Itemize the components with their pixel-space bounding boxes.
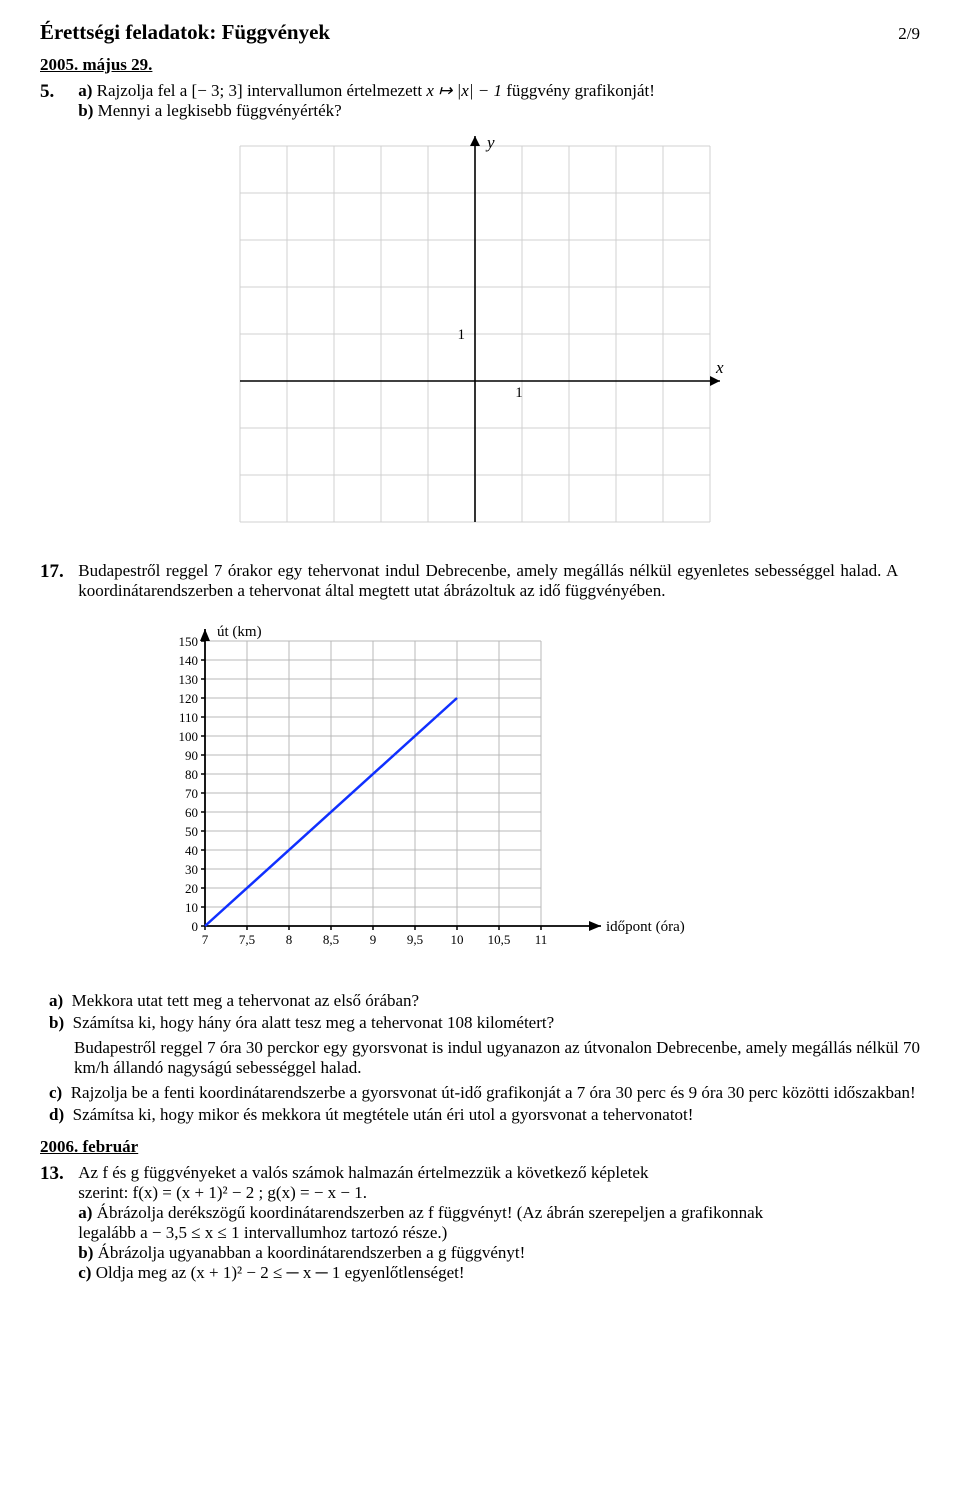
part-a-text-pre: Rajzolja fel a — [97, 81, 192, 100]
svg-text:10: 10 — [451, 932, 464, 947]
p17-b-label: b) — [49, 1013, 64, 1032]
part-b-text: Mennyi a legkisebb függvényérték? — [98, 101, 342, 120]
svg-text:7,5: 7,5 — [239, 932, 255, 947]
interval: [− 3; 3] — [192, 81, 243, 100]
svg-text:x: x — [715, 358, 724, 377]
svg-text:40: 40 — [185, 843, 198, 858]
p13-b-label: b) — [78, 1243, 93, 1262]
page-title: Érettségi feladatok: Függvények — [40, 20, 330, 45]
p13-c-text: Oldja meg az (x + 1)² − 2 ≤ ─ x ─ 1 egye… — [96, 1263, 465, 1282]
p13-b-text: Ábrázolja ugyanabban a koordinátarendsze… — [98, 1243, 526, 1262]
svg-text:9,5: 9,5 — [407, 932, 423, 947]
svg-text:130: 130 — [179, 672, 199, 687]
p17-a-label: a) — [49, 991, 63, 1010]
date-heading-1: 2005. május 29. — [40, 55, 920, 75]
svg-text:8: 8 — [286, 932, 293, 947]
problem-17-intro: Budapestről reggel 7 órakor egy tehervon… — [78, 561, 898, 601]
svg-text:120: 120 — [179, 691, 199, 706]
svg-text:110: 110 — [179, 710, 198, 725]
part-a-text-mid: intervallumon értelmezett — [243, 81, 427, 100]
mapping: x ↦ |x| − 1 — [426, 81, 502, 100]
svg-text:70: 70 — [185, 786, 198, 801]
p13-line2: szerint: f(x) = (x + 1)² − 2 ; g(x) = − … — [78, 1183, 367, 1202]
svg-text:időpont (óra): időpont (óra) — [606, 919, 685, 935]
problem-5: 5. a) Rajzolja fel a [− 3; 3] intervallu… — [40, 81, 920, 121]
date-heading-2: 2006. február — [40, 1137, 920, 1157]
p13-a-text2: legalább a − 3,5 ≤ x ≤ 1 intervallumhoz … — [78, 1223, 447, 1242]
p13-c-label: c) — [78, 1263, 91, 1282]
p13-line1: Az f és g függvényeket a valós számok ha… — [78, 1163, 648, 1182]
empty-grid-chart: 1 1 y x — [40, 131, 920, 546]
problem-number: 17. — [40, 561, 74, 583]
p13-a-text1: Ábrázolja derékszögű koordinátarendszerb… — [97, 1203, 763, 1222]
problem-17: 17. Budapestről reggel 7 órakor egy tehe… — [40, 561, 920, 601]
train-chart: 0 10 20 30 40 50 60 70 80 90 100 110 120 130 140 150 7 7,… — [150, 611, 920, 976]
svg-text:20: 20 — [185, 881, 198, 896]
svg-text:0: 0 — [192, 919, 199, 934]
svg-text:80: 80 — [185, 767, 198, 782]
svg-text:11: 11 — [535, 932, 548, 947]
problem-number: 5. — [40, 81, 74, 103]
svg-text:10,5: 10,5 — [488, 932, 511, 947]
svg-text:140: 140 — [179, 653, 199, 668]
p17-c-label: c) — [49, 1083, 62, 1102]
p17-c-text: Rajzolja be a fenti koordinátarendszerbe… — [71, 1083, 916, 1102]
svg-text:7: 7 — [202, 932, 209, 947]
svg-text:1: 1 — [458, 327, 466, 343]
problem-13: 13. Az f és g függvényeket a valós számo… — [40, 1163, 920, 1283]
svg-text:8,5: 8,5 — [323, 932, 339, 947]
svg-text:30: 30 — [185, 862, 198, 877]
part-a-label: a) — [78, 81, 92, 100]
svg-text:10: 10 — [185, 900, 198, 915]
svg-text:150: 150 — [179, 634, 199, 649]
part-b-label: b) — [78, 101, 93, 120]
svg-text:9: 9 — [370, 932, 377, 947]
page-number: 2/9 — [898, 24, 920, 44]
svg-text:60: 60 — [185, 805, 198, 820]
p17-mid: Budapestről reggel 7 óra 30 perckor egy … — [74, 1038, 920, 1078]
svg-text:y: y — [485, 133, 495, 152]
p17-b-text: Számítsa ki, hogy hány óra alatt tesz me… — [73, 1013, 555, 1032]
svg-text:100: 100 — [179, 729, 199, 744]
svg-text:1: 1 — [515, 385, 523, 401]
svg-text:90: 90 — [185, 748, 198, 763]
p13-a-label: a) — [78, 1203, 92, 1222]
svg-text:út (km): út (km) — [217, 624, 262, 640]
p17-d-text: Számítsa ki, hogy mikor és mekkora út me… — [73, 1105, 694, 1124]
problem-number: 13. — [40, 1163, 74, 1185]
svg-text:50: 50 — [185, 824, 198, 839]
p17-d-label: d) — [49, 1105, 64, 1124]
p17-a-text: Mekkora utat tett meg a tehervonat az el… — [72, 991, 419, 1010]
part-a-text-post: függvény grafikonját! — [502, 81, 655, 100]
